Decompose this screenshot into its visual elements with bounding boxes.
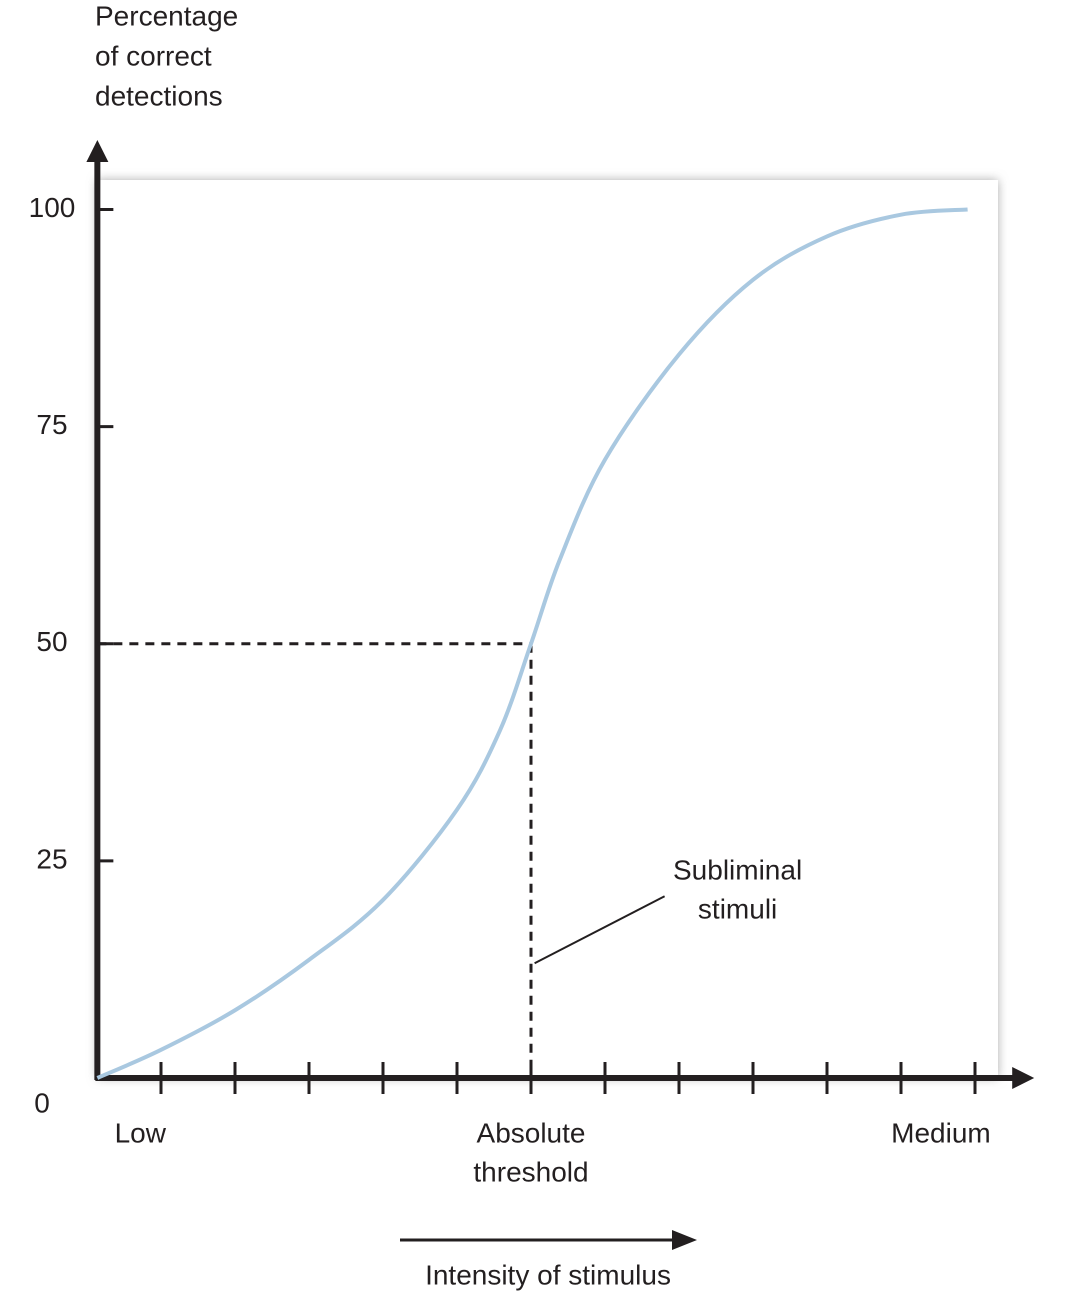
annotation-leader: [534, 895, 666, 965]
y-axis-label: detections: [95, 80, 223, 111]
annotation: Subliminal: [673, 855, 802, 886]
y-axis-label: of correct: [95, 40, 212, 71]
y-axis-label: Percentage: [95, 0, 238, 31]
x-tick-label: Medium: [891, 1117, 991, 1148]
x-axis-label: Intensity of stimulus: [425, 1259, 671, 1290]
y-tick-label: 25: [36, 843, 67, 874]
annotation: stimuli: [698, 894, 777, 925]
y-tick-label: 75: [36, 409, 67, 440]
y-tick-label: 0: [34, 1087, 50, 1118]
x-tick-label: Absolute: [477, 1117, 586, 1148]
plot-area: [97, 180, 998, 1078]
x-axis-arrow: [1012, 1067, 1035, 1089]
x-tick-label: Low: [115, 1117, 167, 1148]
curve: [96, 207, 968, 1080]
y-tick-label: 50: [36, 626, 67, 657]
direction-arrow-head: [672, 1230, 697, 1250]
y-axis-arrow: [86, 140, 109, 162]
y-tick-label: 100: [29, 192, 76, 223]
x-tick-label: threshold: [473, 1156, 588, 1187]
